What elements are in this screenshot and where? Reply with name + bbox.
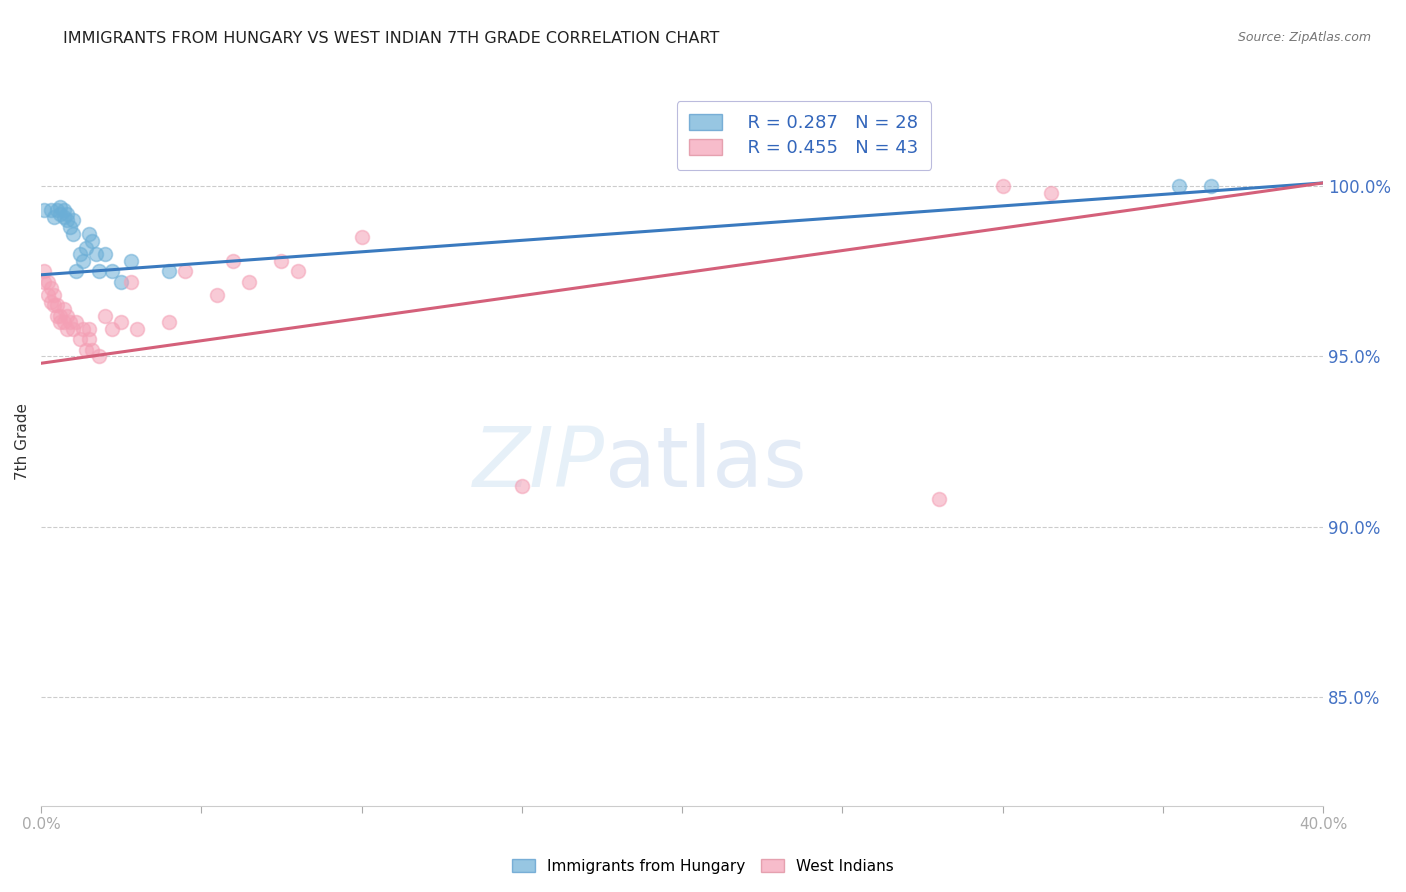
Point <box>42 298 65 312</box>
Point <box>34 275 56 289</box>
Point <box>59 315 82 329</box>
Point <box>75 241 97 255</box>
Point <box>69 333 91 347</box>
Point <box>62 213 84 227</box>
Point <box>49 309 72 323</box>
Point <box>238 275 260 289</box>
Point <box>62 322 84 336</box>
Point <box>1039 186 1062 201</box>
Point <box>110 315 132 329</box>
Text: ZIP: ZIP <box>474 423 605 504</box>
Point <box>46 298 69 312</box>
Point <box>39 295 62 310</box>
Point <box>52 203 75 218</box>
Point <box>928 492 950 507</box>
Y-axis label: 7th Grade: 7th Grade <box>15 403 30 480</box>
Point <box>1199 179 1222 194</box>
Point <box>42 288 65 302</box>
Point <box>82 234 104 248</box>
Point <box>87 264 110 278</box>
Point <box>52 315 75 329</box>
Point <box>287 264 309 278</box>
Point <box>157 264 180 278</box>
Point <box>72 322 94 336</box>
Point <box>110 275 132 289</box>
Point <box>77 227 100 241</box>
Point <box>207 288 229 302</box>
Point <box>75 343 97 357</box>
Point <box>42 210 65 224</box>
Point <box>37 275 59 289</box>
Point <box>84 247 107 261</box>
Point <box>62 227 84 241</box>
Point <box>77 322 100 336</box>
Point <box>39 203 62 218</box>
Point <box>100 322 122 336</box>
Text: atlas: atlas <box>605 423 807 504</box>
Point <box>72 254 94 268</box>
Point <box>77 333 100 347</box>
Point <box>52 301 75 316</box>
Point <box>157 315 180 329</box>
Point <box>270 254 292 268</box>
Point <box>49 200 72 214</box>
Point <box>82 343 104 357</box>
Point <box>46 203 69 218</box>
Legend: Immigrants from Hungary, West Indians: Immigrants from Hungary, West Indians <box>506 853 900 880</box>
Point <box>222 254 245 268</box>
Point <box>94 247 117 261</box>
Point <box>34 203 56 218</box>
Point <box>34 264 56 278</box>
Point <box>991 179 1014 194</box>
Point <box>350 230 373 244</box>
Point <box>59 220 82 235</box>
Point <box>69 247 91 261</box>
Point <box>46 309 69 323</box>
Point <box>100 264 122 278</box>
Legend:   R = 0.287   N = 28,   R = 0.455   N = 43: R = 0.287 N = 28, R = 0.455 N = 43 <box>676 101 931 170</box>
Point <box>37 288 59 302</box>
Point <box>39 281 62 295</box>
Point <box>52 210 75 224</box>
Point <box>1167 179 1189 194</box>
Point <box>127 322 149 336</box>
Point <box>49 315 72 329</box>
Point <box>55 206 77 220</box>
Point <box>87 350 110 364</box>
Point <box>120 275 142 289</box>
Point <box>55 213 77 227</box>
Text: Source: ZipAtlas.com: Source: ZipAtlas.com <box>1237 31 1371 45</box>
Point <box>55 309 77 323</box>
Point <box>94 309 117 323</box>
Point <box>174 264 197 278</box>
Text: IMMIGRANTS FROM HUNGARY VS WEST INDIAN 7TH GRADE CORRELATION CHART: IMMIGRANTS FROM HUNGARY VS WEST INDIAN 7… <box>63 31 720 46</box>
Point <box>49 206 72 220</box>
Point <box>65 315 87 329</box>
Point <box>55 322 77 336</box>
Point <box>120 254 142 268</box>
Point <box>510 479 533 493</box>
Point <box>65 264 87 278</box>
